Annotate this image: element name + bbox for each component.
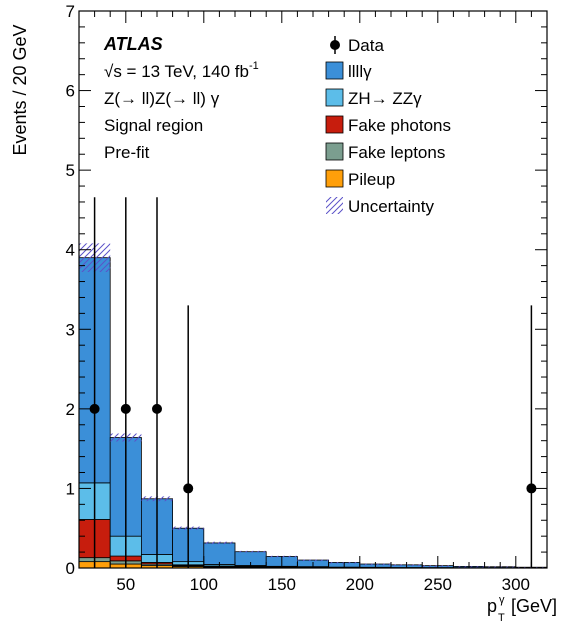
legend-label-fake-leptons: Fake leptons: [348, 143, 445, 162]
legend-label-zh: ZH→ ZZγ: [348, 89, 422, 108]
legend-label-pileup: Pileup: [348, 170, 395, 189]
energy-label-main: √s = 13 TeV, 140 fb: [104, 62, 249, 81]
legend-swatch-zh: [325, 88, 344, 107]
legend-item-uncertainty: Uncertainty: [326, 197, 434, 216]
region-label: Signal region: [104, 116, 203, 135]
legend-label-data: Data: [348, 36, 384, 55]
y-tick-label-5: 5: [66, 161, 75, 180]
fit-label: Pre-fit: [104, 143, 150, 162]
legend-label-llllg: llllγ: [348, 62, 372, 81]
x-tick-label-150: 150: [268, 575, 296, 594]
legend-item-fake-photons: Fake photons: [325, 115, 451, 135]
data-point-2: [152, 403, 162, 414]
data-point-1: [120, 403, 131, 414]
legend-swatch-fake-leptons: [325, 142, 344, 161]
x-axis-label: p γ T [GeV]: [487, 594, 557, 624]
legend-swatch-fake-photons: [325, 115, 344, 134]
legend-item-pileup: Pileup: [325, 169, 395, 189]
legend-label-uncertainty: Uncertainty: [348, 197, 434, 216]
x-axis-label-sub: T: [498, 612, 505, 624]
data-point-4: [526, 483, 537, 494]
axis-ticks: 50 100 150 200 250 300 0 1 2 3 4 5 6 7: [66, 2, 547, 594]
y-tick-label-0: 0: [66, 559, 75, 578]
y-tick-label-7: 7: [66, 2, 75, 21]
y-tick-label-1: 1: [66, 479, 75, 498]
x-axis-label-sup: γ: [499, 594, 505, 606]
uncertainty-band-bin-5: [235, 550, 267, 553]
legend-swatch-llllg: [325, 61, 344, 80]
x-tick-label-50: 50: [116, 575, 135, 594]
x-tick-label-200: 200: [346, 575, 374, 594]
legend-data-marker: [330, 40, 340, 50]
y-tick-label-4: 4: [66, 241, 75, 260]
process-label: Z(→ ll)Z(→ ll) γ: [104, 89, 220, 108]
legend-item-fake-leptons: Fake leptons: [325, 142, 445, 162]
y-tick-label-3: 3: [66, 320, 75, 339]
legend-swatch-uncertainty: [326, 197, 343, 214]
legend-item-data: Data: [330, 36, 384, 55]
uncertainty-band-bin-7: [297, 559, 329, 562]
x-tick-label-250: 250: [424, 575, 452, 594]
legend-swatch-pileup: [325, 169, 344, 188]
bar-llll-bin-4: [203, 542, 236, 565]
legend-item-llllg: llllγ: [325, 61, 372, 81]
atlas-label: ATLAS: [103, 34, 163, 54]
stacked-bars: [78, 257, 548, 569]
y-tick-label-2: 2: [66, 400, 75, 419]
x-tick-label-300: 300: [502, 575, 530, 594]
legend-item-zh: ZH→ ZZγ: [325, 88, 422, 108]
x-tick-label-100: 100: [190, 575, 218, 594]
data-point-3: [183, 483, 194, 494]
energy-label-sup: -1: [249, 60, 259, 72]
legend-label-fake-photons: Fake photons: [348, 116, 451, 135]
x-axis-label-main: p: [487, 596, 497, 616]
legend: Data llllγ ZH→ ZZγ Fake photons Fake lep…: [325, 36, 451, 216]
energy-label: √s = 13 TeV, 140 fb-1: [104, 60, 259, 81]
data-point-0: [89, 403, 100, 414]
data-points: [89, 197, 537, 568]
y-axis-label: Events / 20 GeV: [10, 24, 30, 155]
uncertainty-band-bin-4: [203, 541, 235, 545]
y-tick-label-6: 6: [66, 82, 75, 101]
x-axis-label-unit: [GeV]: [511, 596, 557, 616]
